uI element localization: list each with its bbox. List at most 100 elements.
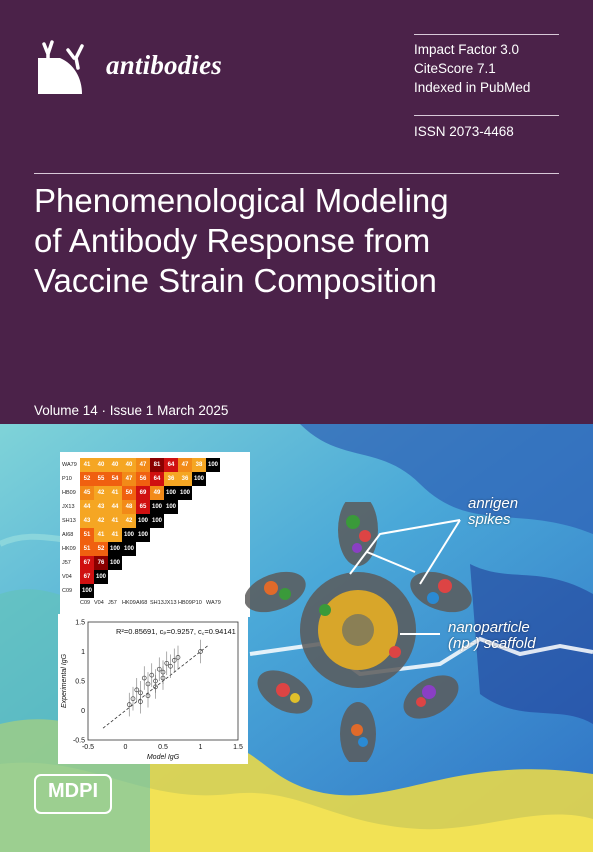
heatmap-cell: 100 [80,584,94,598]
heatmap-row-label: HB09 [62,490,76,496]
heatmap-cell: 43 [94,500,108,514]
heatmap-cell: 42 [94,514,108,528]
heatmap-cell: 40 [94,458,108,472]
data-point [175,655,181,660]
y-tick-label: 0.5 [75,679,85,686]
cover-artwork: 100 67 100 67 76 100 51 52 100 100 51 41 41 100 100 43 4… [0,424,593,852]
citescore: CiteScore 7.1 [414,61,496,76]
article-title: Phenomenological Modeling of Antibody Re… [34,181,574,301]
divider [414,115,559,116]
heatmap-cell: 100 [164,500,178,514]
heatmap-row-label: J57 [62,560,71,566]
heatmap-cell: 36 [164,472,178,486]
heatmap-cell: 52 [94,542,108,556]
heatmap-cell: 65 [136,500,150,514]
heatmap-col-label: J57 [108,600,117,606]
heatmap-row-label: WA79 [62,462,77,468]
issn: ISSN 2073-4468 [414,124,514,139]
annotation-text: (np-) scaffold [448,635,536,652]
data-point [141,675,147,681]
heatmap-cell: 100 [108,556,122,570]
heatmap-cell: 54 [108,472,122,486]
nanoparticle-illustration [245,502,472,762]
data-point [168,663,173,669]
data-point [130,696,136,702]
heatmap-cell: 100 [136,528,150,542]
heatmap-cell: 56 [136,472,150,486]
antibody-logo-icon [38,40,84,94]
cover-header: antibodies Impact Factor 3.0 CiteScore 7… [0,0,593,424]
heatmap-cell: 69 [136,486,150,500]
data-point [134,687,140,693]
heatmap-cell: 41 [108,486,122,500]
heatmap-cell: 42 [122,514,136,528]
y-tick-label: 1.5 [75,620,85,627]
title-line: Phenomenological Modeling [34,182,449,219]
heatmap-cell: 100 [122,528,136,542]
data-point [153,684,158,690]
heatmap-col-label: C09 [80,600,91,606]
indexing: Indexed in PubMed [414,80,531,95]
mdpi-logo [34,774,112,814]
annotation-text: spikes [468,511,511,528]
heatmap-row-label: JX13 [62,504,75,510]
heatmap-cell: 49 [150,486,164,500]
x-tick-label: -0.5 [82,744,94,751]
heatmap-cell: 81 [150,458,164,472]
heatmap-cell: 48 [122,500,136,514]
heatmap-cell: 67 [80,556,94,570]
data-point [171,657,177,663]
title-line: Vaccine Strain Composition [34,262,437,299]
heatmap-cell: 76 [94,556,108,570]
x-tick-label: 0 [124,744,128,751]
heatmap-row-label: V04 [62,574,72,580]
divider [34,173,559,174]
heatmap-cell: 42 [94,486,108,500]
data-point [126,702,132,707]
heatmap-row-label: SH13 [62,518,76,524]
heatmap-col-label: WA79 [206,600,221,606]
heatmap-cell: 100 [94,570,108,584]
heatmap-cell: 52 [80,472,94,486]
heatmap-col-label: SH13 [150,600,164,606]
data-point [160,675,166,681]
heatmap-cell: 40 [122,458,136,472]
heatmap-cell: 47 [122,472,136,486]
heatmap-col-label: AI68 [136,600,148,606]
y-tick-label: -0.5 [73,738,85,745]
x-tick-label: 1 [199,744,203,751]
heatmap-cell: 64 [150,472,164,486]
heatmap-col-label: HB09 [178,600,192,606]
annotation-pointers [349,519,461,635]
heatmap-cell: 100 [164,486,178,500]
heatmap-col-label: V04 [94,600,104,606]
data-point [164,660,170,666]
heatmap-cell: 43 [80,514,94,528]
heatmap-row-label: HK09 [62,546,76,552]
heatmap-cell: 40 [108,458,122,472]
heatmap-cell: 100 [206,458,220,472]
data-point [145,693,151,699]
heatmap-cell: 41 [80,458,94,472]
heatmap-cell: 51 [80,528,94,542]
volume-issue: Volume 14 · Issue 1 March 2025 [34,403,229,418]
heatmap-cell: 44 [80,500,94,514]
heatmap-cell: 100 [192,472,206,486]
annotation-text: anrigen [468,495,519,512]
x-tick-label: 1.5 [233,744,243,751]
heatmap-cell: 100 [122,542,136,556]
annotation-scaffold: nanoparticle (np-) scaffold [448,620,536,652]
heatmap-cell: 47 [136,458,150,472]
heatmap-cell: 55 [94,472,108,486]
data-point [198,649,203,654]
heatmap-cell: 50 [122,486,136,500]
divider [414,34,559,35]
heatmap-cell: 44 [108,500,122,514]
data-point [149,672,155,678]
journal-name: antibodies [106,50,223,80]
scatter-annotation: R²=0.85691, cₚ=0.9257, c꜀=0.94141 [116,627,236,636]
heatmap-cell: 51 [80,542,94,556]
y-axis-label: Experimental IgG [61,653,68,708]
heatmap-cell: 100 [136,514,150,528]
